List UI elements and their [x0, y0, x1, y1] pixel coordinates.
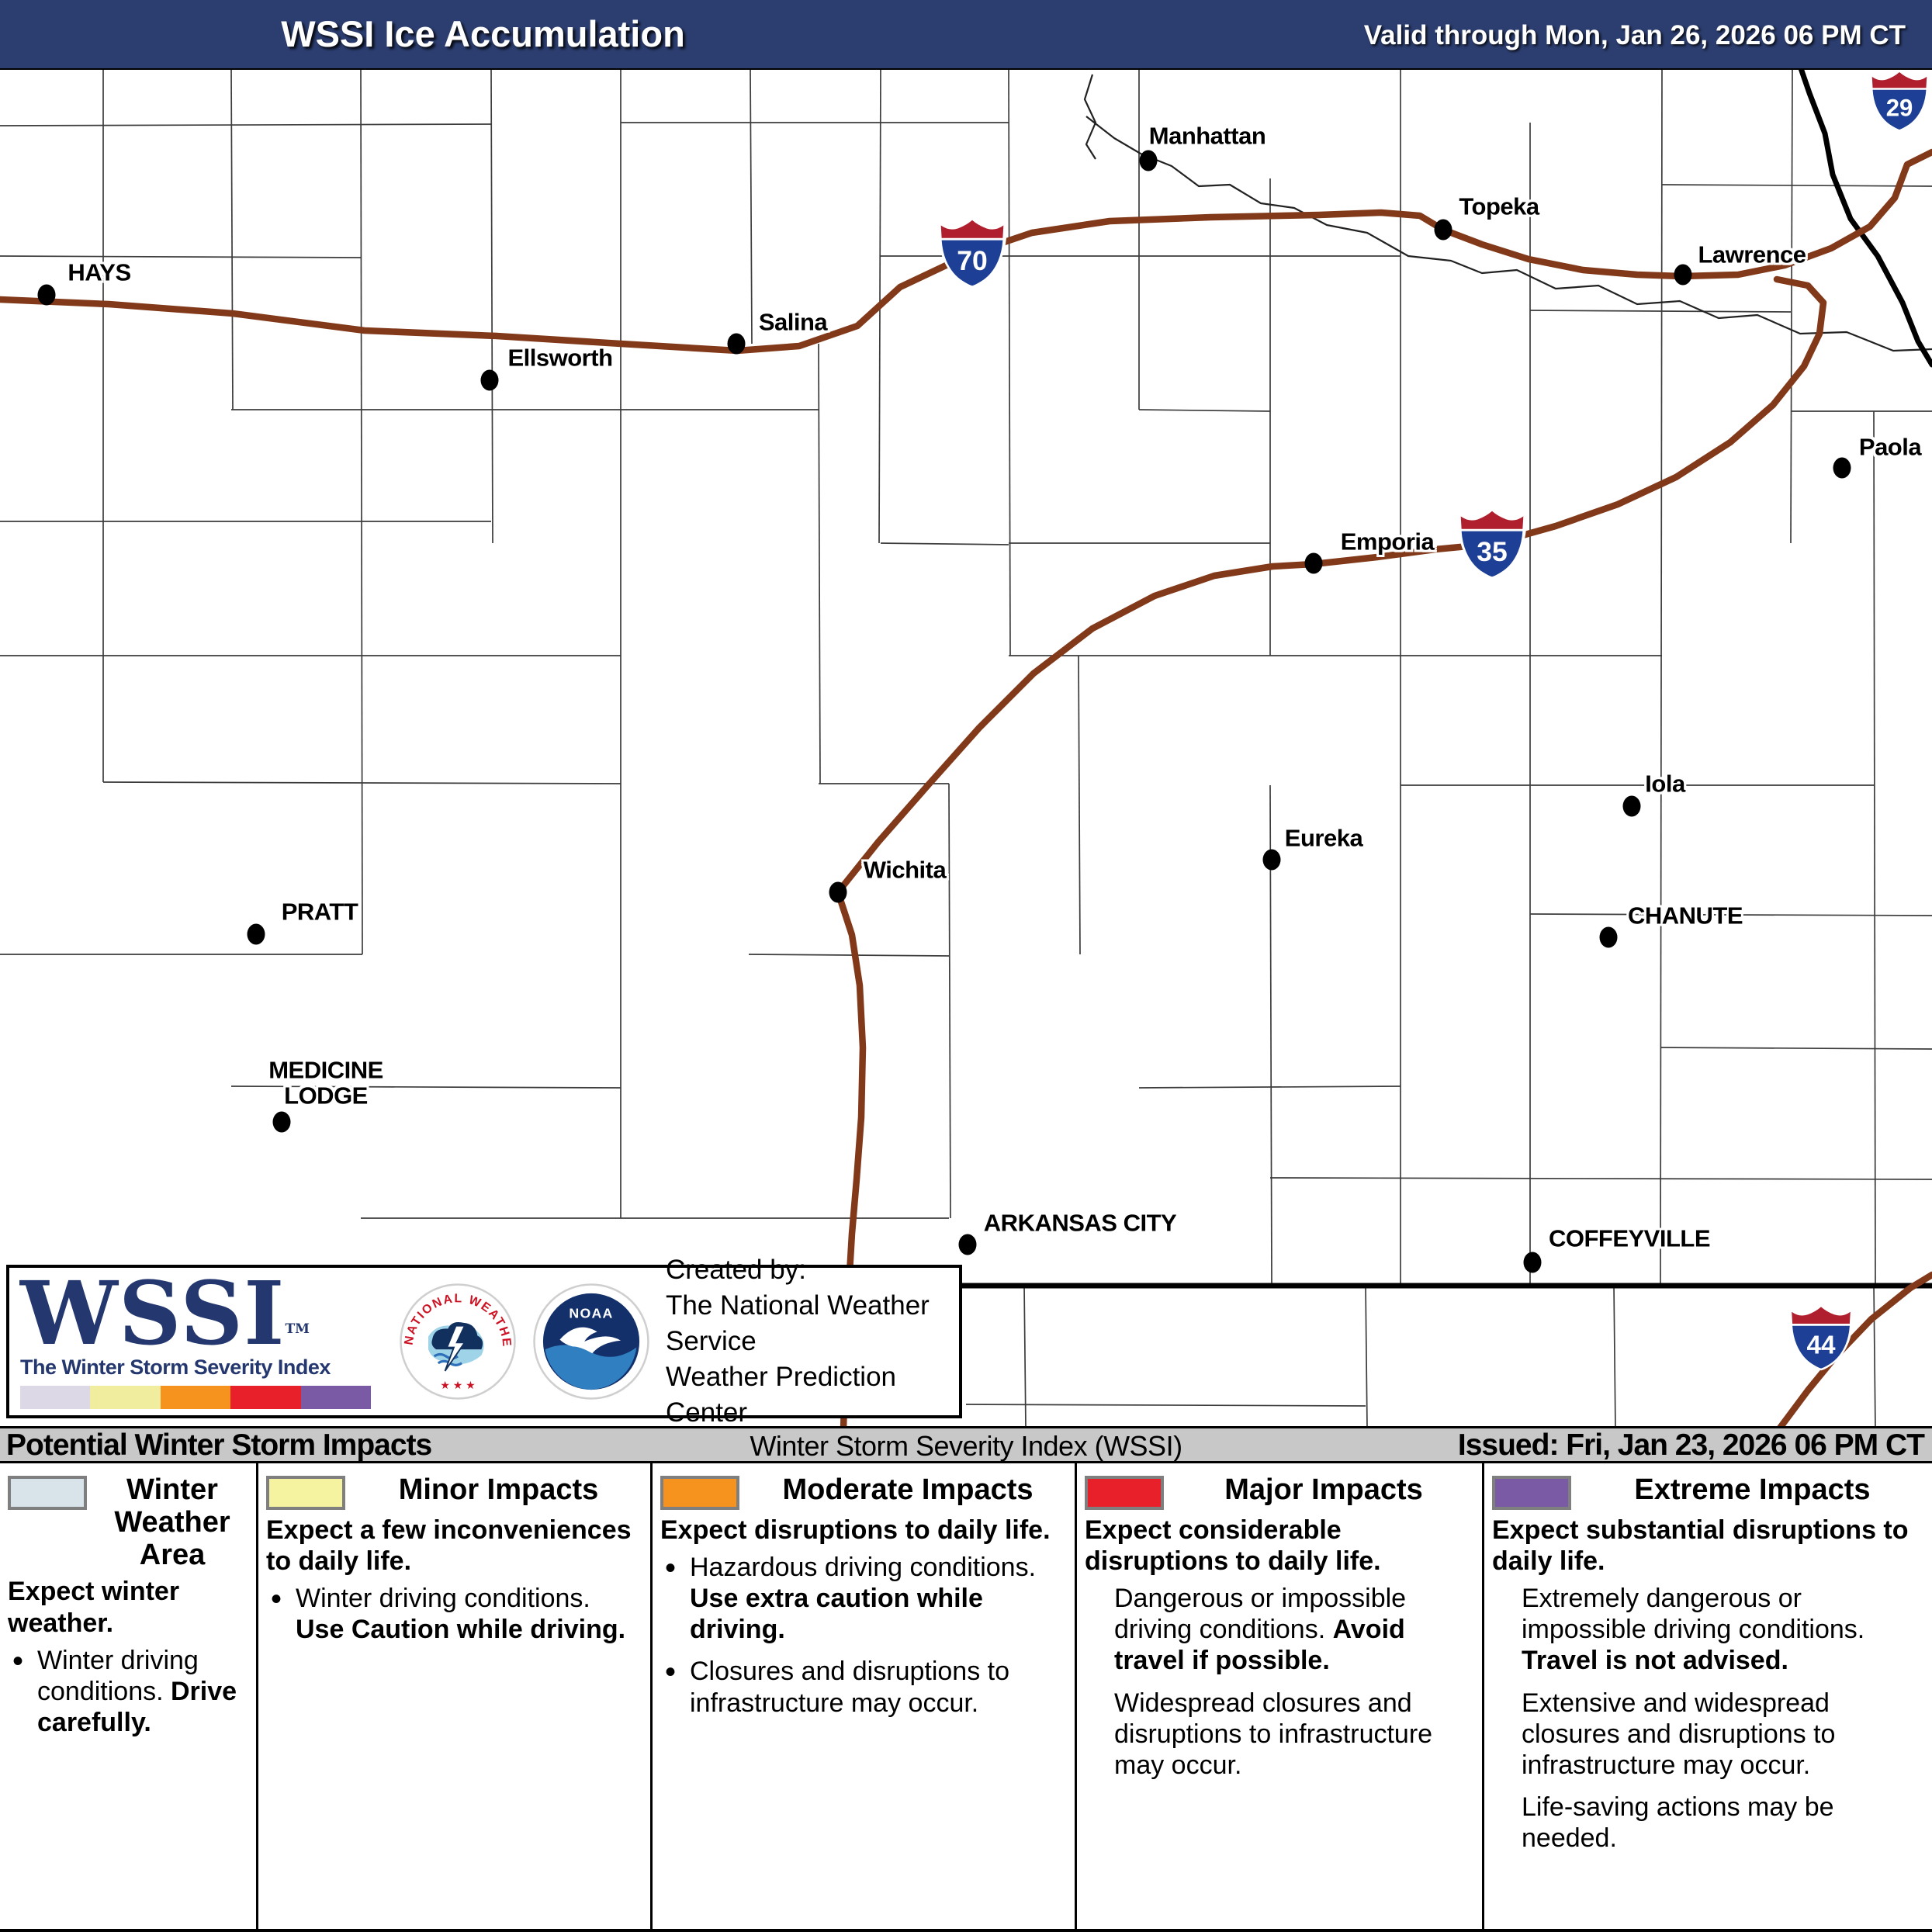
legend-lead: Expect considerable disruptions to daily… — [1085, 1515, 1381, 1577]
svg-text:★ ★ ★: ★ ★ ★ — [440, 1379, 475, 1391]
header: WSSI Ice Accumulation Valid through Mon,… — [0, 0, 1932, 70]
city-label: Manhattan — [1148, 122, 1266, 150]
city-label: Salina — [758, 308, 828, 336]
legend-lead: Expect a few inconveniences to daily lif… — [266, 1515, 632, 1577]
city-dot — [1139, 150, 1158, 171]
city-label: CHANUTE — [1627, 902, 1743, 930]
city-label: COFFEYVILLE — [1548, 1224, 1711, 1252]
legend-item: Widespread closures and disruptions to i… — [1114, 1688, 1433, 1780]
legend-title: Extreme Impacts — [1634, 1473, 1871, 1506]
city-label: Eureka — [1284, 824, 1363, 852]
city-label: Ellsworth — [507, 344, 613, 372]
city-label: Emporia — [1340, 528, 1435, 556]
city-label: ARKANSAS CITY — [983, 1209, 1177, 1237]
legend-item: Winter driving conditions. Use Caution w… — [266, 1581, 641, 1645]
minor-impacts-swatch — [266, 1476, 345, 1510]
legend-item: Hazardous driving conditions. Use extra … — [660, 1550, 1065, 1645]
svg-text:NOAA: NOAA — [569, 1306, 613, 1321]
status-bar: Potential Winter Storm Impacts Winter St… — [0, 1426, 1932, 1463]
legend-item: Dangerous or impossible driving conditio… — [1114, 1584, 1407, 1676]
interstate-70-shield: 70 — [935, 216, 1009, 294]
svg-text:44: 44 — [1806, 1331, 1836, 1360]
severity-color-swatch — [300, 1386, 372, 1410]
city-dot — [1833, 457, 1851, 479]
legend-lead: Expect substantial disruptions to daily … — [1492, 1515, 1909, 1577]
city-dot — [1622, 795, 1641, 817]
issued-timestamp: Issued: Fri, Jan 23, 2026 06 PM CT — [1457, 1428, 1925, 1462]
city-label: HAYS — [68, 258, 131, 286]
city-dot — [37, 284, 56, 306]
svg-text:70: 70 — [957, 245, 988, 276]
legend-column-winter-weather: Winter Weather Area Expect winter weathe… — [0, 1463, 256, 1929]
legend-column-minor: Minor Impacts Expect a few inconvenience… — [256, 1463, 650, 1929]
legend-lead: Expect disruptions to daily life. — [660, 1515, 1051, 1545]
city-dot — [1523, 1252, 1542, 1273]
wssi-severity-colorbar — [20, 1386, 372, 1410]
impacts-heading: Potential Winter Storm Impacts — [6, 1428, 432, 1462]
wssi-tagline: The Winter Storm Severity Index — [20, 1356, 331, 1380]
created-by-text: Created by: The National Weather Service… — [666, 1252, 948, 1432]
city-dot — [1304, 552, 1323, 574]
winter-weather-swatch — [8, 1476, 87, 1510]
legend-lead: Expect winter weather. — [8, 1577, 180, 1638]
city-dot — [247, 923, 265, 945]
city-dot — [1434, 219, 1452, 241]
impacts-legend: Winter Weather Area Expect winter weathe… — [0, 1463, 1932, 1932]
legend-item: Life-saving actions may be needed. — [1522, 1792, 1834, 1853]
legend-item: Extensive and widespread closures and di… — [1522, 1688, 1836, 1780]
city-dot — [272, 1111, 291, 1133]
city-dot — [829, 881, 847, 903]
legend-title: Moderate Impacts — [782, 1473, 1034, 1506]
city-label: PRATT — [281, 898, 358, 926]
severity-color-swatch — [20, 1386, 91, 1410]
legend-item: Winter driving conditions. Drive careful… — [8, 1643, 247, 1738]
legend-column-major: Major Impacts Expect considerable disrup… — [1075, 1463, 1482, 1929]
valid-through-label: Valid through Mon, Jan 26, 2026 06 PM CT — [1363, 20, 1906, 50]
city-label: MEDICINE LODGE — [268, 1056, 383, 1109]
city-label: Wichita — [863, 856, 947, 884]
trademark-symbol: TM — [285, 1321, 310, 1337]
legend-item: Extremely dangerous or impossible drivin… — [1522, 1584, 1865, 1676]
interstate-29-shield: 29 — [1867, 68, 1932, 137]
wssi-index-label: Winter Storm Severity Index (WSSI) — [750, 1430, 1182, 1462]
city-dot — [1599, 926, 1618, 948]
city-dot — [727, 333, 746, 355]
city-label: Lawrence — [1698, 241, 1806, 268]
legend-title: Major Impacts — [1224, 1473, 1423, 1506]
legend-title: Minor Impacts — [398, 1473, 599, 1506]
severity-color-swatch — [160, 1386, 231, 1410]
noaa-logo-icon: NOAA — [533, 1283, 649, 1400]
legend-item: Closures and disruptions to infrastructu… — [660, 1654, 1065, 1718]
wssi-logo-box: WSSITM The Winter Storm Severity Index N… — [6, 1255, 962, 1428]
city-dot — [958, 1234, 977, 1255]
severity-color-swatch — [230, 1386, 301, 1410]
legend-title: Winter Weather Area — [114, 1473, 230, 1571]
city-label: Topeka — [1459, 192, 1539, 220]
city-label: Iola — [1645, 770, 1685, 798]
created-by-line: Weather Prediction Center — [666, 1362, 897, 1428]
moderate-impacts-swatch — [660, 1476, 739, 1510]
city-dot — [480, 369, 499, 391]
severity-color-swatch — [90, 1386, 161, 1410]
legend-column-extreme: Extreme Impacts Expect substantial disru… — [1482, 1463, 1932, 1929]
extreme-impacts-swatch — [1492, 1476, 1571, 1510]
major-impacts-swatch — [1085, 1476, 1164, 1510]
created-by-line: Created by: — [666, 1254, 806, 1285]
created-by-line: The National Weather Service — [666, 1290, 930, 1356]
svg-text:29: 29 — [1886, 94, 1913, 121]
wssi-wordmark-block: WSSITM The Winter Storm Severity Index — [20, 1262, 383, 1410]
city-dot — [1674, 264, 1692, 286]
page-title: WSSI Ice Accumulation — [281, 13, 685, 54]
wssi-wordmark: WSSITM — [20, 1262, 310, 1365]
city-dot — [1262, 849, 1281, 871]
interstate-44-shield: 44 — [1786, 1303, 1856, 1376]
legend-column-moderate: Moderate Impacts Expect disruptions to d… — [650, 1463, 1075, 1929]
interstate-35-shield: 35 — [1455, 507, 1529, 585]
svg-text:35: 35 — [1477, 536, 1508, 567]
nws-logo-icon: NATIONAL WEATHER SERVICE ★ ★ ★ — [399, 1283, 516, 1400]
city-label: Paola — [1858, 433, 1922, 461]
